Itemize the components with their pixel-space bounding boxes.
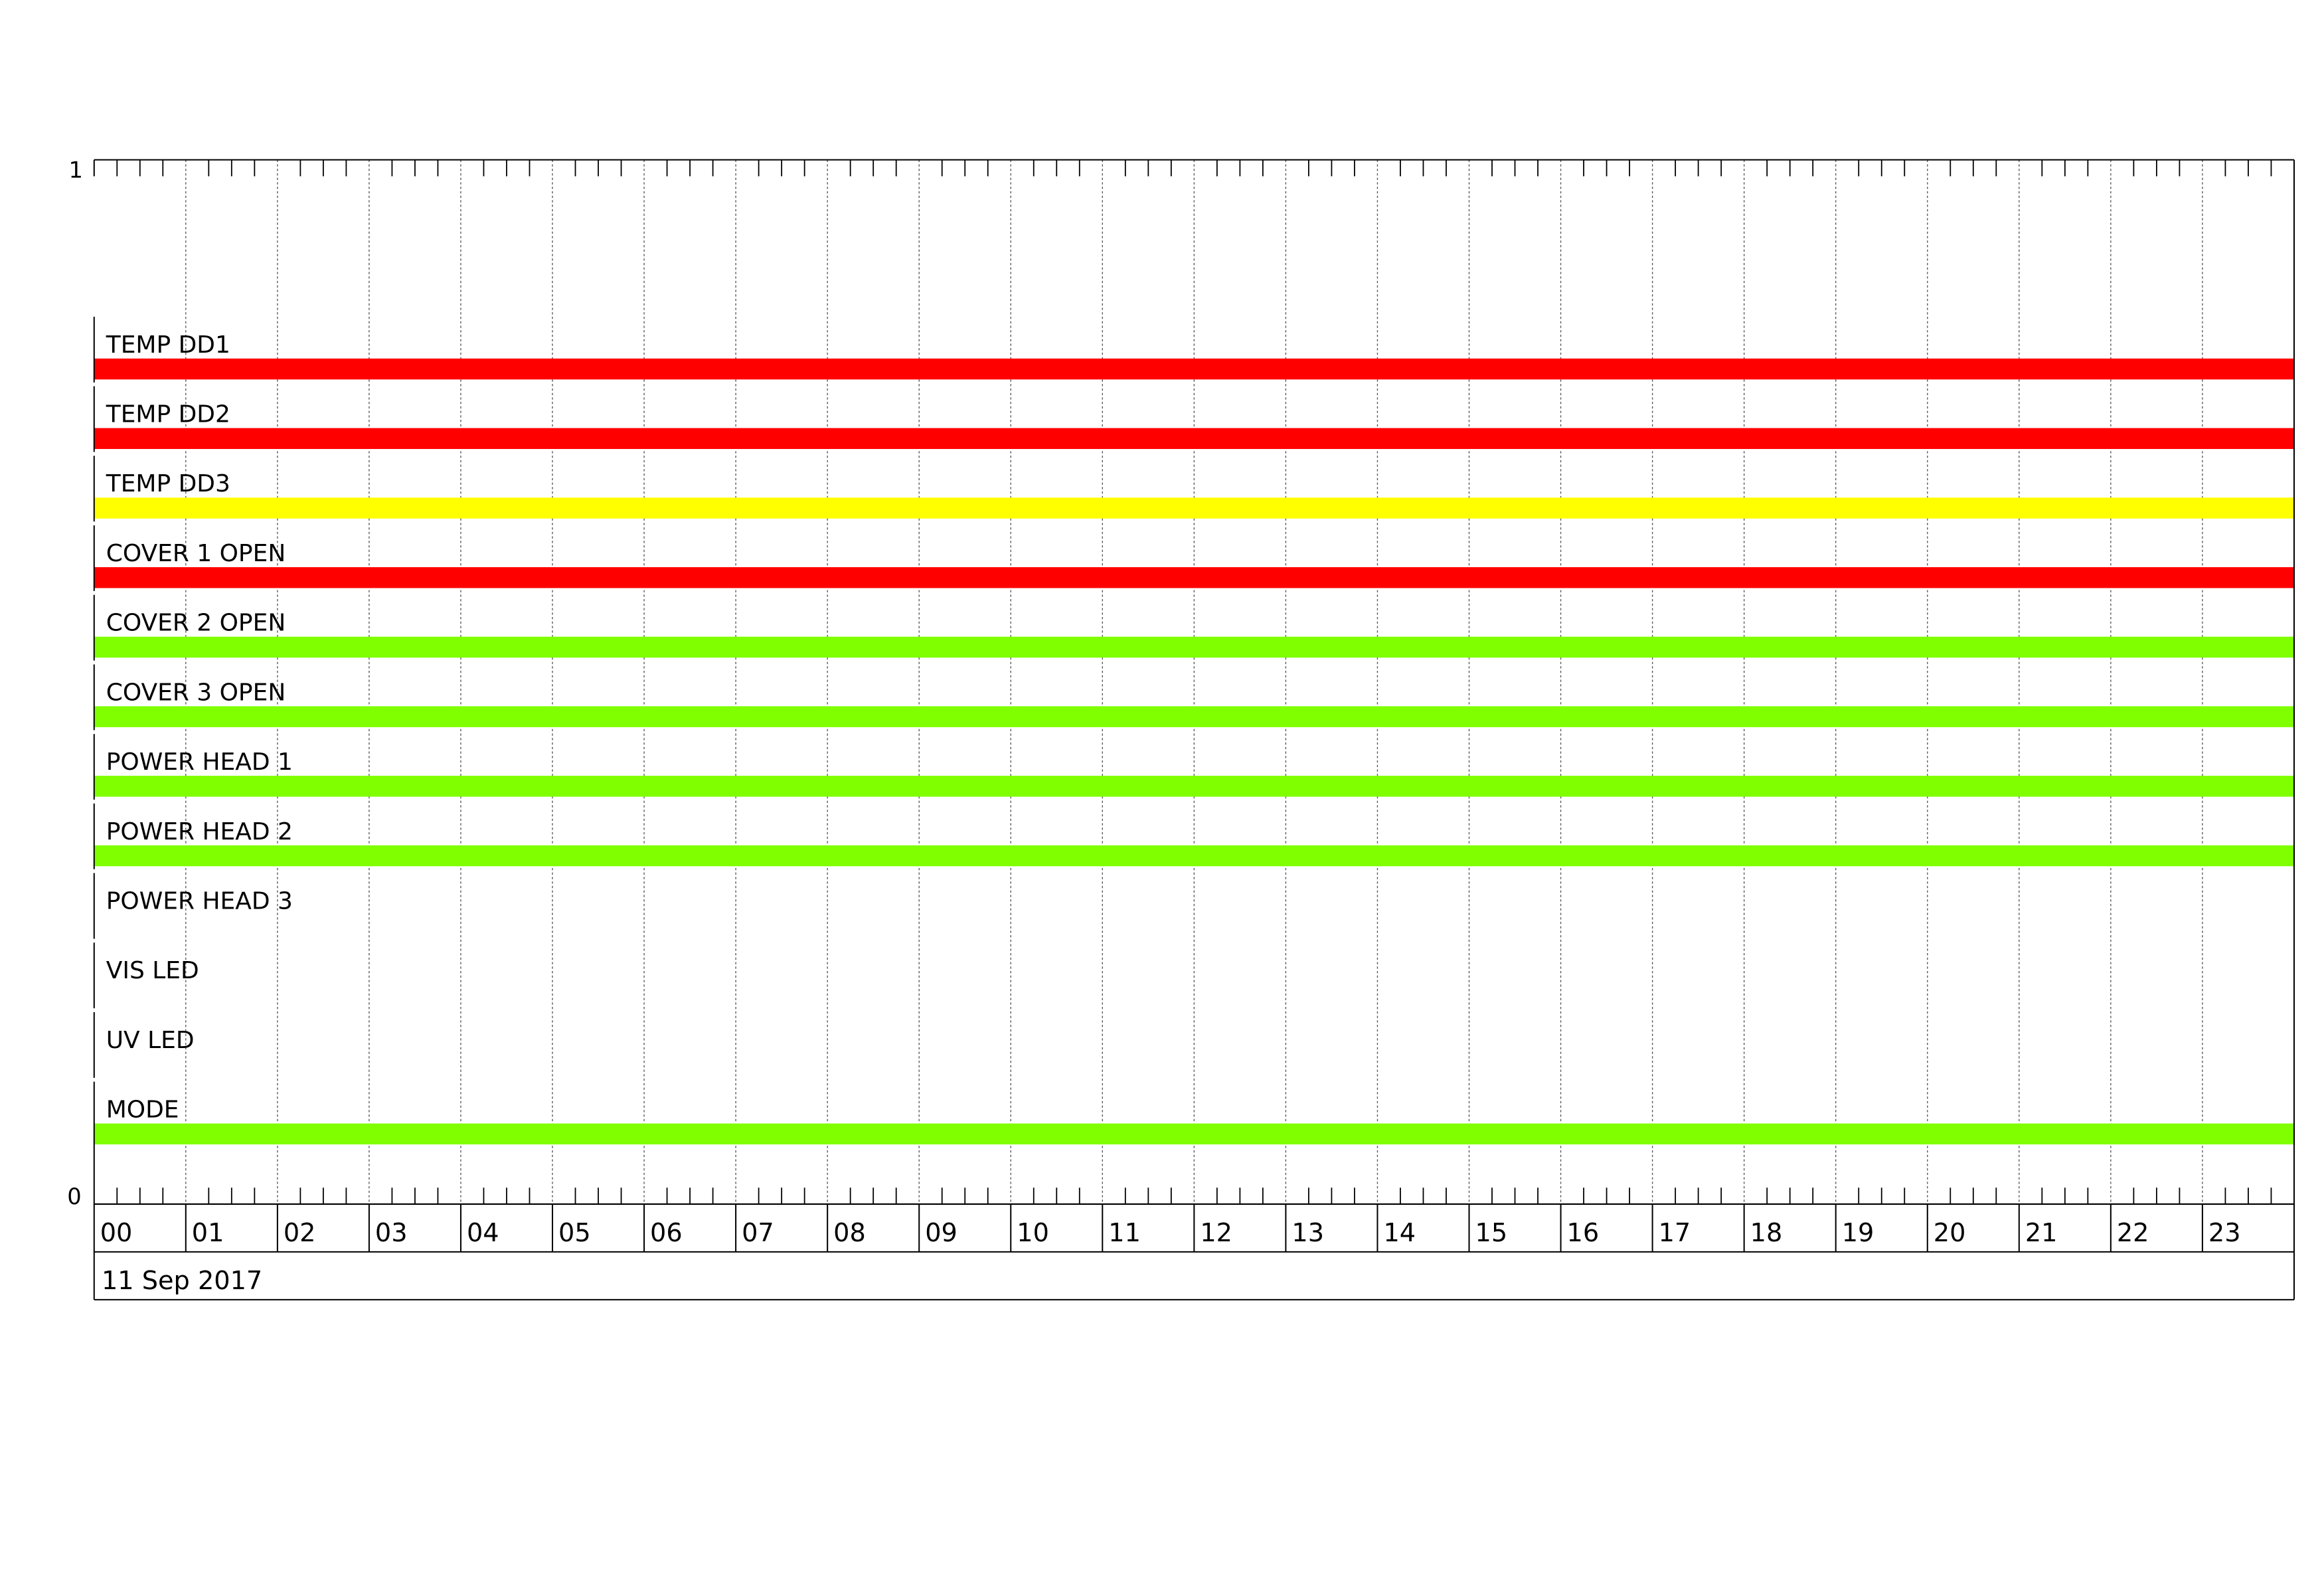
y-axis-bottom-label: 0 (67, 1184, 81, 1209)
row-label: COVER 3 OPEN (106, 679, 286, 706)
row-label: TEMP DD3 (106, 470, 230, 497)
hour-tick-label: 04 (467, 1219, 499, 1248)
hour-tick-label: 01 (192, 1219, 224, 1248)
row-label: COVER 1 OPEN (106, 540, 286, 567)
row-labels: TEMP DD1 TEMP DD2 TEMP DD3 COVER 1 OPEN COVE… (93, 316, 293, 1148)
hour-tick-label: 16 (1567, 1219, 1600, 1248)
hour-tick-label: 09 (925, 1219, 957, 1248)
hour-tick-label: 03 (375, 1219, 408, 1248)
y-axis-top-label: 1 (69, 157, 83, 183)
hour-tick-label: 22 (2117, 1219, 2149, 1248)
hour-tick-label: 17 (1659, 1219, 1691, 1248)
hour-tick-label: 07 (742, 1219, 774, 1248)
hour-tick-label: 14 (1383, 1219, 1416, 1248)
row-label: VIS LED (106, 957, 199, 984)
state-bar (94, 636, 2294, 658)
hour-tick-label: 11 (1108, 1219, 1141, 1248)
row-label: UV LED (106, 1027, 195, 1054)
hour-tick-label: 08 (833, 1219, 866, 1248)
row-label: TEMP DD2 (106, 401, 230, 428)
row-label: COVER 2 OPEN (106, 610, 286, 637)
state-bar (94, 428, 2294, 450)
state-bars (94, 358, 2294, 1145)
hour-tick-label: 00 (100, 1219, 133, 1248)
row-label: POWER HEAD 1 (106, 749, 293, 776)
hour-tick-label: 05 (558, 1219, 591, 1248)
state-bar (94, 845, 2294, 867)
date-label: 11 Sep 2017 (102, 1267, 262, 1296)
state-bar (94, 358, 2294, 380)
hour-tick-label: 10 (1017, 1219, 1049, 1248)
state-bar (94, 706, 2294, 727)
hour-tick-label: 12 (1200, 1219, 1232, 1248)
hour-tick-label: 18 (1750, 1219, 1783, 1248)
state-bar (94, 1123, 2294, 1145)
row-label: MODE (106, 1097, 179, 1124)
hour-labels: 00 01 02 03 04 05 06 07 08 09 10 11 12 13 14 15 16 17 18 19… (100, 1203, 2241, 1252)
hour-tick-label: 20 (1934, 1219, 1966, 1248)
state-bar (94, 497, 2294, 519)
state-bar (94, 567, 2294, 588)
hour-tick-label: 15 (1475, 1219, 1508, 1248)
hour-gridlines (185, 159, 2203, 1204)
row-label: POWER HEAD 3 (106, 887, 293, 915)
state-bar (94, 776, 2294, 797)
hour-tick-label: 19 (1842, 1219, 1874, 1248)
hour-tick-label: 02 (284, 1219, 316, 1248)
hour-tick-label: 13 (1291, 1219, 1324, 1248)
hour-tick-label: 06 (650, 1219, 683, 1248)
row-label: POWER HEAD 2 (106, 818, 293, 845)
row-label: TEMP DD1 (106, 331, 230, 359)
hour-tick-label: 23 (2208, 1219, 2241, 1248)
minor-ticks (116, 159, 2272, 1204)
hour-tick-label: 21 (2025, 1219, 2058, 1248)
